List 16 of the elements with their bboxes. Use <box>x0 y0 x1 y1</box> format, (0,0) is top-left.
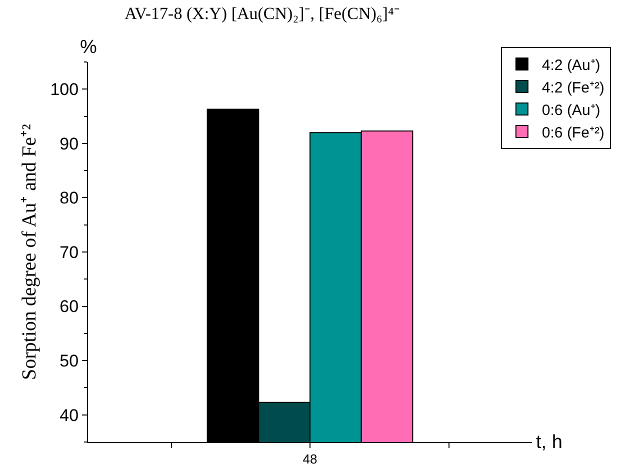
y-tick-label: 70 <box>60 242 79 262</box>
legend-label: 4:2 (Fe⁺²) <box>542 79 604 96</box>
y-tick-label: 90 <box>60 134 79 154</box>
x-axis-title: t, h <box>536 432 562 453</box>
chart-title: AV-17-8 (X:Y) [Au(CN)₂]⁻, [Fe(CN)₆]⁴⁻ <box>124 4 400 23</box>
y-tick-label: 60 <box>60 297 79 316</box>
y-tick-label: 50 <box>60 352 79 371</box>
legend-label: 0:6 (Fe⁺²) <box>542 124 604 142</box>
x-tick-label: 48 <box>302 452 318 467</box>
y-tick-label: 100 <box>50 80 79 100</box>
y-tick-label: 80 <box>60 188 79 208</box>
legend-label: 0:6 (Au⁺) <box>542 102 600 119</box>
y-axis-title: Sorption degree of Au⁺ and Fe⁺² <box>18 124 41 380</box>
y-tick-label: 40 <box>60 406 79 425</box>
text: % <box>80 37 97 58</box>
legend-label: 4:2 (Au⁺) <box>542 56 600 74</box>
